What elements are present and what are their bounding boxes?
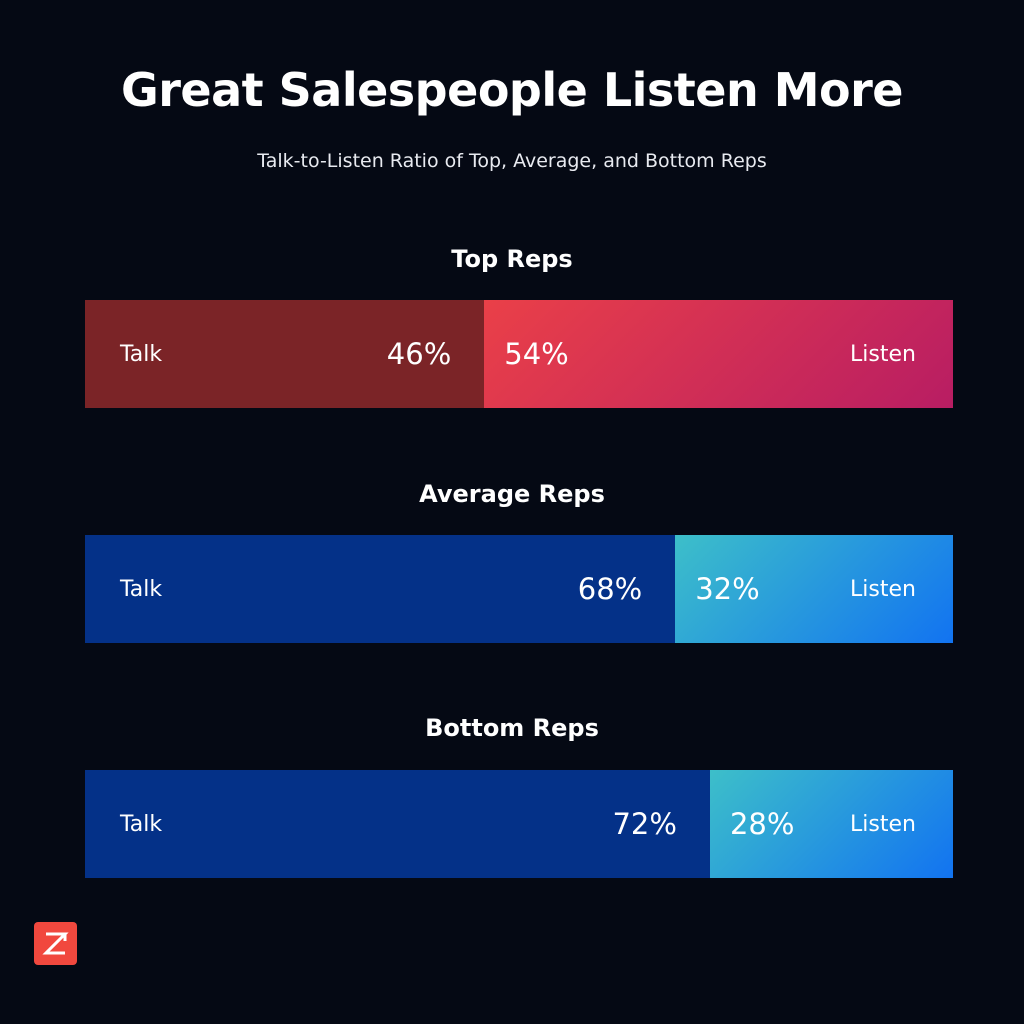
- group-title: Bottom Reps: [425, 714, 599, 742]
- talk-value-label: 68%: [577, 572, 643, 606]
- stacked-bar: Talk 72% 28% Listen: [85, 770, 953, 878]
- talk-value-label: 72%: [612, 807, 677, 841]
- stacked-bar: Talk 46% 54% Listen: [85, 300, 953, 408]
- listen-value-label: 54%: [504, 337, 569, 371]
- talk-segment: Talk 46%: [85, 300, 485, 408]
- listen-segment: 54% Listen: [484, 300, 953, 408]
- zoominfo-logo-icon: [34, 922, 77, 965]
- talk-series-label: Talk: [120, 341, 163, 367]
- talk-segment: Talk 72%: [85, 770, 710, 878]
- listen-series-label: Listen: [850, 341, 916, 367]
- listen-value-label: 28%: [729, 807, 795, 841]
- chart-title: Great Salespeople Listen More: [120, 63, 904, 117]
- talk-series-label: Talk: [120, 576, 163, 602]
- listen-value-label: 32%: [695, 572, 760, 606]
- group-title: Average Reps: [419, 480, 605, 508]
- talk-segment: Talk 68%: [85, 535, 676, 643]
- listen-segment: 32% Listen: [675, 535, 953, 643]
- listen-series-label: Listen: [850, 576, 916, 602]
- stacked-bar: Talk 68% 32% Listen: [85, 535, 953, 643]
- group-title: Top Reps: [451, 245, 573, 273]
- talk-series-label: Talk: [120, 811, 163, 837]
- talk-value-label: 46%: [386, 337, 452, 371]
- listen-series-label: Listen: [850, 811, 916, 837]
- listen-segment: 28% Listen: [709, 770, 953, 878]
- chart-subtitle: Talk-to-Listen Ratio of Top, Average, an…: [257, 150, 767, 172]
